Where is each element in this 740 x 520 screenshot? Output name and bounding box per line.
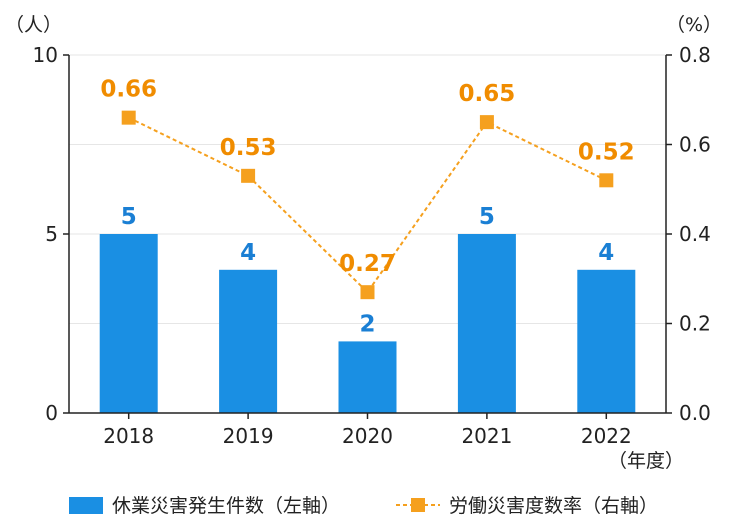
x-ticks: 2018 2019 2020 2021 2022 (103, 413, 632, 448)
bar (99, 234, 158, 413)
right-tick-label: 0.0 (679, 401, 711, 425)
grid (69, 54, 666, 324)
left-tick-label: 5 (45, 222, 58, 246)
bar-value-label: 4 (240, 240, 256, 266)
bar-value-label: 5 (479, 204, 495, 230)
left-axis-unit: （人） (5, 14, 62, 36)
line-value-label: 0.27 (339, 251, 396, 277)
right-axis-unit: （%） (666, 14, 722, 36)
bars: 5 4 2 5 4 (99, 204, 636, 413)
x-tick-label: 2020 (342, 424, 393, 448)
line-value-label: 0.53 (220, 135, 277, 161)
left-tick-label: 10 (33, 43, 58, 67)
line-marker (479, 115, 494, 130)
right-tick-label: 0.6 (679, 133, 711, 157)
legend-bar-swatch (69, 497, 103, 514)
line-marker (241, 168, 256, 183)
right-ticks: 0.0 0.2 0.4 0.6 0.8 (666, 43, 711, 425)
x-tick-label: 2022 (581, 424, 632, 448)
bar (577, 269, 636, 413)
bar (457, 234, 516, 413)
right-tick-label: 0.8 (679, 43, 711, 67)
line-value-label: 0.66 (100, 77, 157, 103)
legend-line-label: 労働災害度数率（右軸） (449, 495, 658, 517)
bar-value-label: 5 (121, 204, 137, 230)
line-value-label: 0.52 (578, 139, 635, 165)
line-value-label: 0.65 (459, 81, 516, 107)
x-tick-label: 2019 (223, 424, 274, 448)
legend: 休業災害発生件数（左軸） 労働災害度数率（右軸） (69, 495, 658, 517)
bar-value-label: 4 (598, 240, 614, 266)
x-tick-label: 2018 (103, 424, 154, 448)
left-ticks: 0 5 10 (33, 43, 69, 425)
line-marker (360, 285, 375, 300)
x-axis-unit: （年度） (608, 450, 684, 472)
x-tick-label: 2021 (461, 424, 512, 448)
bar (219, 269, 278, 413)
bar (338, 341, 397, 413)
right-tick-label: 0.2 (679, 312, 711, 336)
legend-bar-label: 休業災害発生件数（左軸） (112, 495, 340, 517)
line-series: 0.66 0.53 0.27 0.65 0.52 (100, 77, 635, 300)
bar-value-label: 2 (359, 311, 375, 337)
line-marker (599, 173, 614, 188)
right-tick-label: 0.4 (679, 222, 711, 246)
line-marker (121, 110, 136, 125)
left-tick-label: 0 (45, 401, 58, 425)
legend-line-marker (411, 498, 425, 512)
